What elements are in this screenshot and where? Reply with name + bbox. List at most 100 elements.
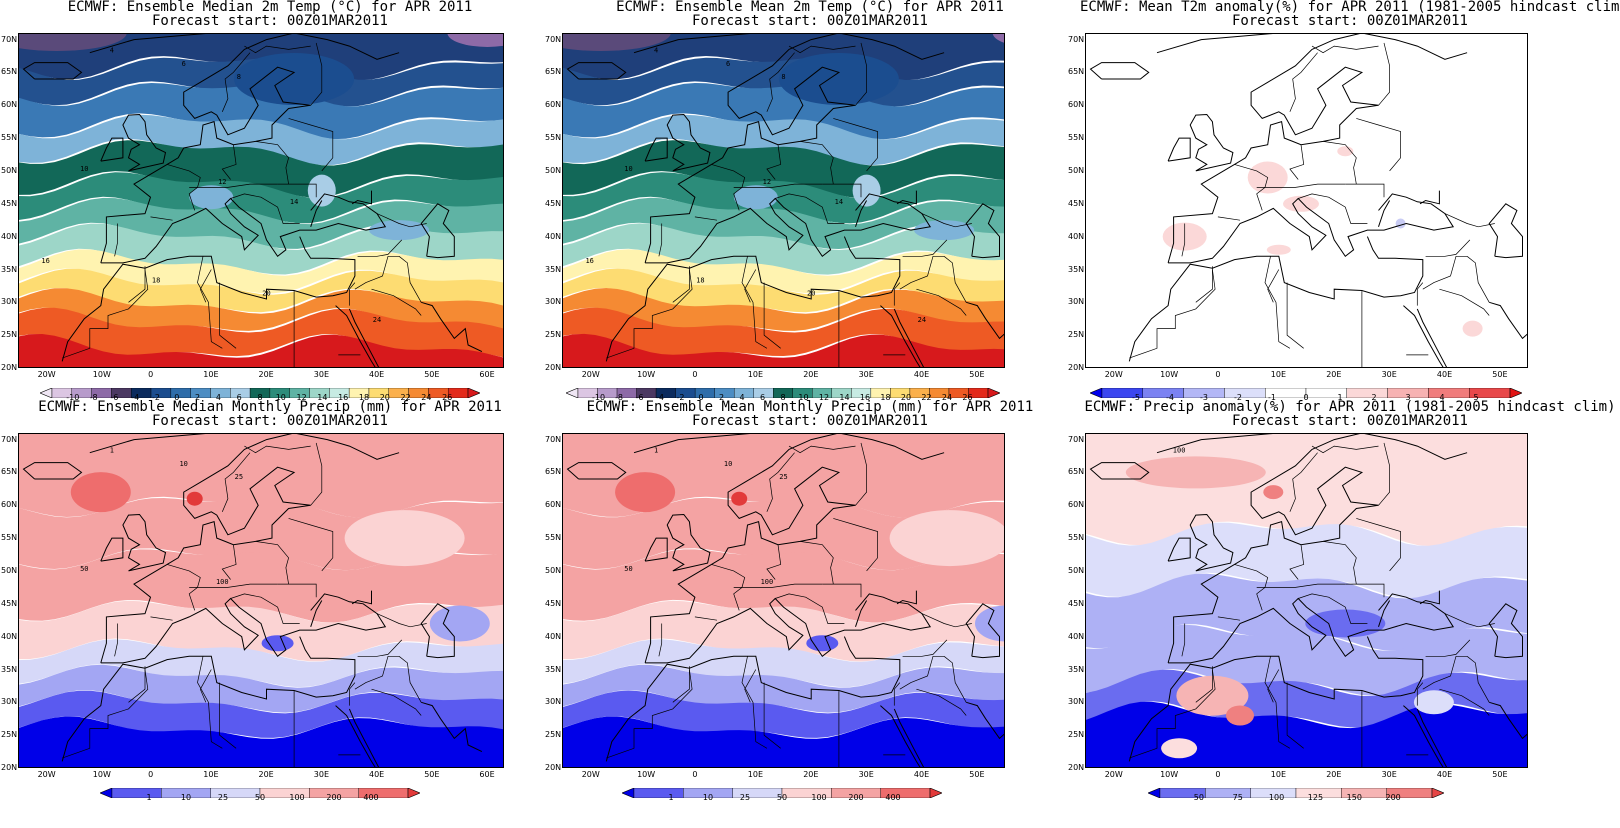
lon-tick-label: 40E (913, 770, 930, 779)
colorbar-label: 14 (839, 393, 850, 402)
colorbar-label: 14 (317, 393, 328, 402)
colorbar-label: 18 (358, 393, 370, 402)
country-border (1195, 666, 1213, 703)
contour-label: 24 (918, 316, 926, 324)
contour-label: 25 (235, 473, 243, 481)
coastline (1403, 305, 1445, 368)
colorbar-label: -6 (635, 393, 644, 402)
coastline (1419, 190, 1440, 205)
colorbar-label: 6 (759, 393, 766, 402)
country-border (354, 255, 400, 290)
country-border (1289, 452, 1318, 512)
colorbar-label: 200 (1385, 793, 1401, 802)
lat-tick-label: 65N (545, 467, 562, 477)
country-border (1378, 42, 1390, 106)
lat-tick-label: 30N (1068, 697, 1085, 707)
colorbar-high-arrow (1509, 387, 1523, 399)
colorbar-label: 75 (1232, 793, 1243, 802)
colorbar-label: 8 (780, 393, 786, 402)
lon-tick-label: 10E (747, 770, 764, 779)
coastline (1403, 705, 1445, 768)
country-border (197, 656, 223, 749)
country-border (128, 666, 146, 703)
lat-tick-label: 70N (1068, 34, 1085, 44)
anomaly-band (1085, 624, 1528, 696)
coastline (855, 600, 868, 627)
colorbar-strip (1089, 387, 1523, 399)
contour-label: 10 (80, 165, 88, 173)
cold-region (18, 33, 127, 51)
dry-region (806, 635, 839, 652)
map-precip-mean: 1 10 25 50 100 70N 65N 60N 55N 50N 45N 40N 35N 30N 25N… (545, 433, 1025, 782)
lon-tick-label: 20W (1104, 370, 1123, 379)
dry-region (975, 605, 1005, 642)
coastline (1168, 193, 1455, 264)
panel-subtitle: Forecast start: 00Z01MAR2011 (1231, 13, 1468, 29)
country-border (921, 213, 972, 228)
coastline (893, 708, 925, 768)
colorbar-swatch (190, 387, 211, 399)
country-border (219, 282, 237, 349)
country-border (822, 183, 862, 198)
country-border (167, 564, 201, 611)
country-border (943, 656, 967, 703)
coastline (965, 603, 1000, 659)
lon-tick-label: 20E (258, 770, 274, 779)
contour-label: 14 (290, 198, 298, 206)
coastline (666, 513, 711, 572)
alps-cold-region (189, 185, 234, 210)
temp-band (562, 333, 1005, 368)
lat-tick-label: 40N (1, 231, 18, 241)
coastline (633, 33, 756, 54)
lon-tick-label: 10E (203, 770, 219, 779)
colorbar-swatch (1224, 387, 1266, 399)
country-border (672, 266, 690, 303)
lon-tick-label: 50E (969, 770, 985, 779)
coastline (966, 701, 1005, 740)
colorbar-strip (39, 387, 481, 399)
lat-tick-label: 45N (1, 598, 18, 608)
coastline (896, 590, 917, 605)
country-border (398, 256, 422, 303)
panel-title: ECMWF: Ensemble Median 2m Temp (°C) for … (67, 0, 473, 15)
dry-anomaly (1305, 609, 1386, 638)
country-border (1311, 445, 1379, 454)
precip-band (18, 690, 504, 738)
colorbar-label: 16 (859, 393, 871, 402)
country-border (371, 288, 422, 316)
country-border (376, 613, 427, 628)
country-border (288, 118, 334, 172)
country-border (1298, 193, 1368, 224)
country-border (349, 282, 356, 306)
contour-label: 100 (216, 578, 229, 586)
coastline (1168, 593, 1455, 664)
colorbar-label: 4 (215, 393, 221, 402)
country-border (371, 688, 422, 716)
lon-tick-label: 10W (1160, 370, 1179, 379)
lon-tick-label: 30E (858, 770, 874, 779)
map-frame (1085, 33, 1528, 368)
lat-tick-label: 65N (1068, 467, 1085, 477)
contour-label: 18 (152, 277, 160, 285)
coastline (880, 705, 922, 768)
wet-anomaly (1161, 738, 1198, 759)
country-border (221, 452, 251, 512)
country-border (1129, 669, 1216, 759)
coastline (893, 308, 925, 368)
lon-tick-label: 0 (1215, 370, 1221, 379)
lat-tick-label: 40N (545, 631, 562, 641)
lat-tick-label: 45N (545, 198, 562, 208)
country-border (711, 564, 746, 611)
panel-title: ECMWF: Precip anomaly(%) for APR 2011 (1… (1084, 399, 1616, 415)
colorbar-label: -4 (1166, 393, 1174, 402)
lon-tick-label: 0 (1215, 770, 1221, 779)
country-border (1356, 518, 1401, 572)
colorbar-label: 25 (217, 793, 229, 802)
lon-tick-label: 10W (92, 770, 111, 779)
lat-tick-label: 25N (1068, 730, 1085, 740)
colorbar-label: 4 (1439, 393, 1445, 402)
precip-band (18, 664, 504, 713)
country-border (1466, 256, 1490, 303)
colorbar-label: 1 (146, 793, 152, 802)
colorbar-swatch (1428, 387, 1470, 399)
